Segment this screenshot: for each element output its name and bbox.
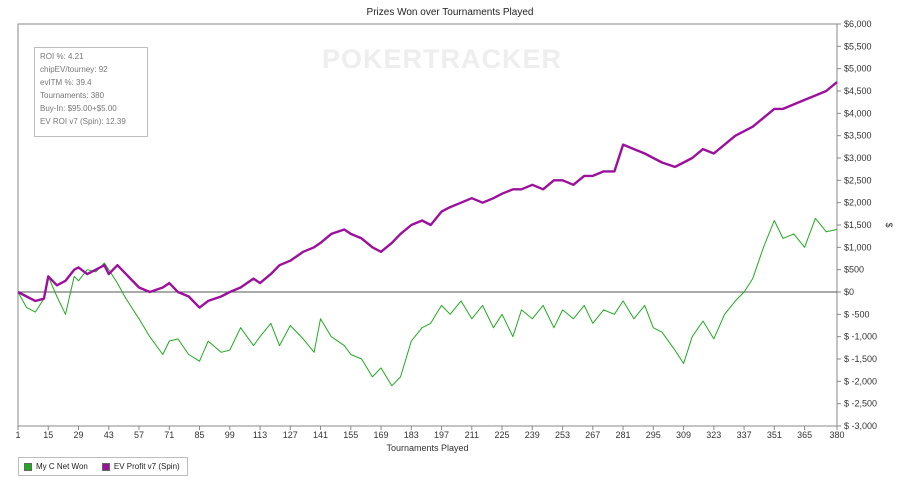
x-tick-label: 113 xyxy=(253,430,267,440)
chart-title: Prizes Won over Tournaments Played xyxy=(366,7,534,18)
axes: $ -3,000 $ -2,500 $ -2,000 $ -1,500 $ -1,000… xyxy=(15,19,877,440)
legend-item-ev-profit[interactable]: EV Profit v7 (Spin) xyxy=(101,462,180,471)
y-tick-label: $ -1,500 xyxy=(844,354,877,364)
y-tick-label: $500 xyxy=(844,265,864,275)
stats-line: evITM %: 39.4 xyxy=(40,77,92,87)
x-tick-label: 365 xyxy=(797,430,812,440)
stats-line: chipEV/tourney: 92 xyxy=(40,64,108,74)
x-tick-label: 183 xyxy=(404,430,419,440)
stats-box: ROI %: 4.21 chipEV/tourney: 92 evITM %: … xyxy=(34,47,148,137)
x-tick-label: 71 xyxy=(164,430,174,440)
x-tick-label: 1 xyxy=(15,430,20,440)
y-tick-label: $1,000 xyxy=(844,242,872,252)
legend-item-net-won[interactable]: My C Net Won xyxy=(24,462,88,471)
legend: My C Net Won EV Profit v7 (Spin) xyxy=(18,457,188,476)
x-tick-label: 141 xyxy=(313,430,328,440)
x-tick-label: 57 xyxy=(134,430,144,440)
x-tick-label: 253 xyxy=(555,430,570,440)
series-lines xyxy=(17,81,838,387)
y-tick-label: $4,000 xyxy=(844,108,872,118)
x-tick-label: 155 xyxy=(343,430,358,440)
pokertracker-watermark: POKERTRACKER xyxy=(322,44,563,74)
x-tick-label: 281 xyxy=(616,430,631,440)
x-tick-label: 211 xyxy=(465,430,479,440)
x-tick-label: 225 xyxy=(495,430,510,440)
stats-line: EV ROI v7 (Spin): 12.39 xyxy=(40,116,126,126)
y-tick-label: $4,500 xyxy=(844,86,872,96)
y-tick-label: $5,000 xyxy=(844,64,872,74)
y-tick-label: $2,500 xyxy=(844,175,872,185)
legend-swatch-green xyxy=(24,462,32,471)
x-tick-label: 380 xyxy=(829,430,844,440)
x-tick-label: 197 xyxy=(434,430,449,440)
legend-label: EV Profit v7 (Spin) xyxy=(113,462,180,471)
x-tick-label: 169 xyxy=(374,430,389,440)
stats-line: Tournaments: 380 xyxy=(40,90,105,100)
y-tick-label: $5,500 xyxy=(844,41,872,51)
x-tick-label: 309 xyxy=(676,430,691,440)
x-tick-label: 43 xyxy=(104,430,114,440)
x-tick-label: 15 xyxy=(43,430,53,440)
y-axis-label: $ xyxy=(884,222,894,227)
stats-line: Buy-In: $95.00+$5.00 xyxy=(40,103,117,113)
x-tick-label: 267 xyxy=(585,430,600,440)
y-tick-label: $6,000 xyxy=(844,19,872,29)
y-tick-label: $ -500 xyxy=(844,309,870,319)
x-tick-label: 351 xyxy=(767,430,782,440)
y-tick-label: $2,000 xyxy=(844,198,872,208)
y-tick-label: $1,500 xyxy=(844,220,872,230)
stats-line: ROI %: 4.21 xyxy=(40,52,84,61)
x-tick-label: 337 xyxy=(737,430,752,440)
y-tick-label: $3,000 xyxy=(844,153,872,163)
y-tick-label: $ -1,000 xyxy=(844,332,877,342)
x-tick-label: 85 xyxy=(195,430,205,440)
series-line-net-won xyxy=(17,217,838,387)
x-axis-label: Tournaments Played xyxy=(386,443,468,453)
x-tick-label: 127 xyxy=(283,430,298,440)
legend-label: My C Net Won xyxy=(36,462,88,471)
y-tick-label: $ -2,500 xyxy=(844,399,877,409)
series-line-ev-profit xyxy=(17,81,838,309)
y-tick-label: $ -3,000 xyxy=(844,421,877,431)
y-tick-label: $0 xyxy=(844,287,854,297)
x-tick-label: 295 xyxy=(646,430,661,440)
y-tick-label: $ -2,000 xyxy=(844,376,877,386)
x-tick-label: 29 xyxy=(73,430,83,440)
x-tick-label: 323 xyxy=(706,430,721,440)
y-tick-label: $3,500 xyxy=(844,131,872,141)
legend-swatch-purple xyxy=(101,462,110,471)
x-tick-label: 99 xyxy=(225,430,235,440)
x-tick-label: 239 xyxy=(525,430,540,440)
